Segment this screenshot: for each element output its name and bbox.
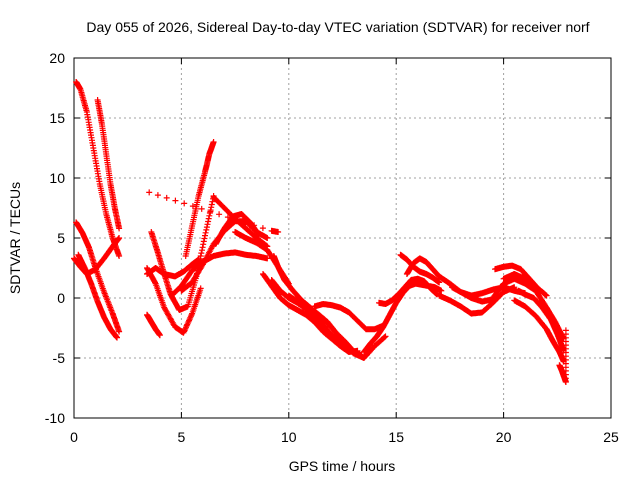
data-points	[71, 79, 569, 385]
y-tick-label: -10	[45, 410, 65, 426]
y-tick-label: 20	[49, 50, 65, 66]
axis-ticks: 0 5 10 15 20 25 -10 -5 0 5 10 15 20	[45, 50, 619, 445]
x-tick-label: 15	[388, 429, 404, 445]
chart-title: Day 055 of 2026, Sidereal Day-to-day VTE…	[86, 19, 589, 35]
x-tick-label: 5	[178, 429, 186, 445]
y-tick-label: 10	[49, 170, 65, 186]
x-tick-label: 25	[603, 429, 619, 445]
x-tick-label: 0	[70, 429, 78, 445]
y-tick-label: 0	[57, 290, 65, 306]
x-tick-label: 10	[281, 429, 297, 445]
series-points	[71, 79, 569, 385]
grid	[74, 58, 611, 418]
x-tick-label: 20	[496, 429, 512, 445]
y-tick-label: 15	[49, 110, 65, 126]
y-tick-label: 5	[57, 230, 65, 246]
y-axis-label: SDTVAR / TECUs	[7, 182, 23, 294]
x-axis-label: GPS time / hours	[289, 458, 396, 474]
y-tick-label: -5	[53, 350, 66, 366]
